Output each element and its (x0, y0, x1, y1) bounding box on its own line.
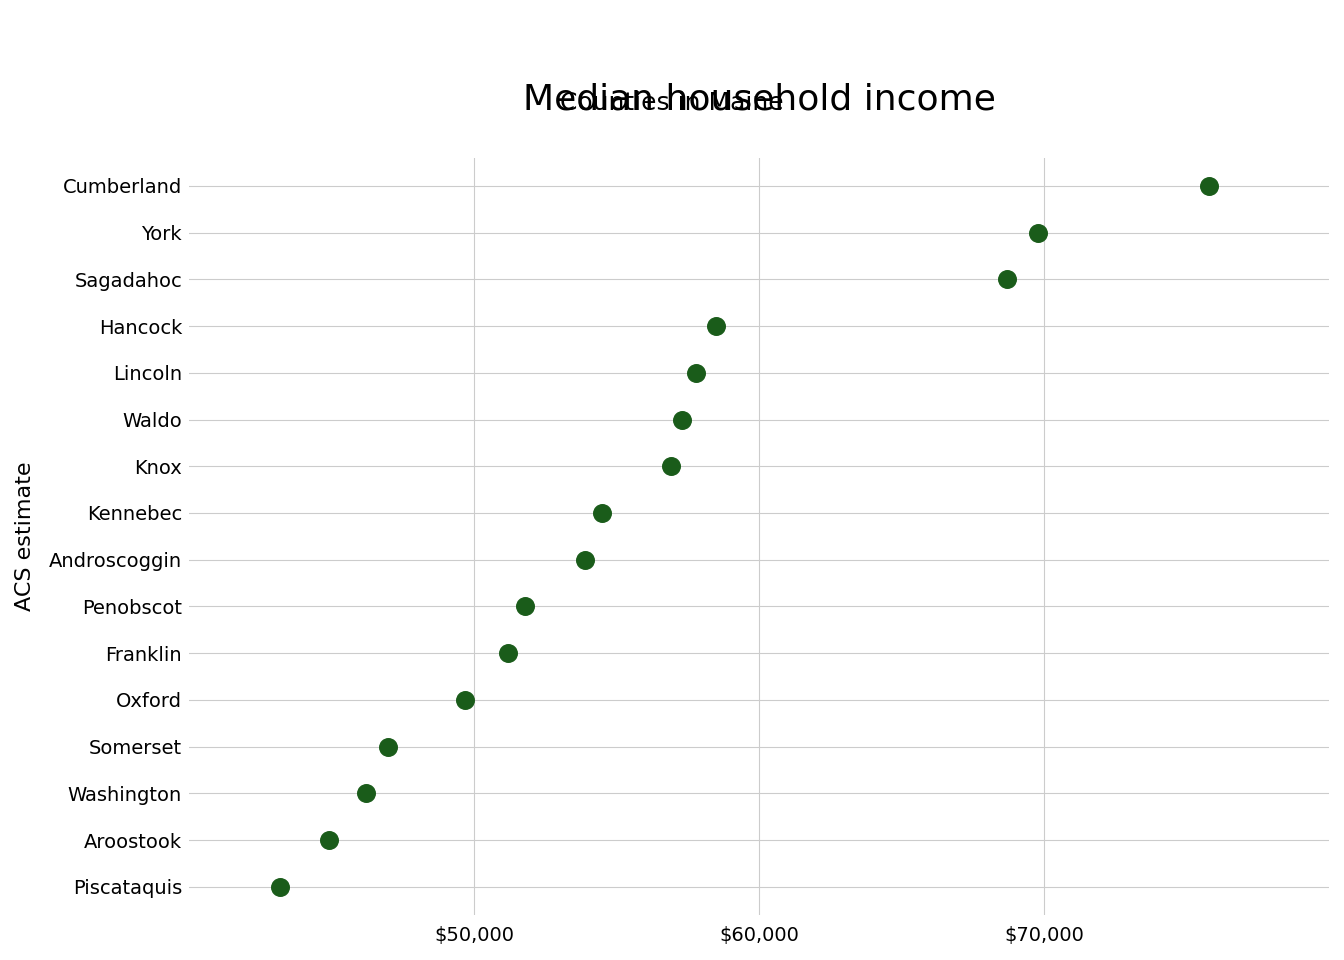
Point (574, 552, 595, 567)
Point (378, 739, 399, 755)
Point (671, 412, 692, 427)
Point (685, 365, 707, 380)
Point (706, 319, 727, 334)
Point (269, 879, 290, 895)
Point (515, 599, 536, 614)
Point (660, 459, 681, 474)
Point (1199, 179, 1220, 194)
Text: Counties in Maine: Counties in Maine (560, 91, 784, 115)
Point (591, 505, 613, 520)
Point (1028, 225, 1050, 240)
Point (996, 272, 1017, 287)
Point (319, 832, 340, 848)
Point (454, 692, 476, 708)
Title: Median household income: Median household income (523, 83, 996, 116)
Y-axis label: ACS estimate: ACS estimate (15, 462, 35, 612)
Point (497, 645, 519, 660)
Point (355, 785, 376, 801)
